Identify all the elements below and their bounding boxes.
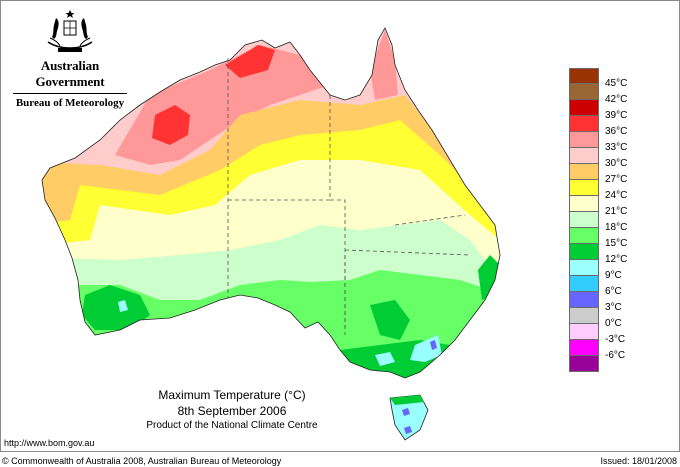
coastline xyxy=(41,27,501,379)
legend-label: 36°C xyxy=(605,126,628,137)
map-caption: Maximum Temperature (°C) 8th September 2… xyxy=(112,388,352,432)
header-divider xyxy=(13,93,127,94)
legend-label: 21°C xyxy=(605,206,628,217)
legend-label: 15°C xyxy=(605,238,628,249)
issued-date: Issued: 18/01/2008 xyxy=(600,456,677,466)
temperature-map xyxy=(41,27,501,441)
legend-label: 30°C xyxy=(605,158,628,169)
map-date: 8th September 2006 xyxy=(177,404,287,418)
tasmania xyxy=(389,394,429,441)
product-note: Product of the National Climate Centre xyxy=(146,420,318,431)
legend-swatch xyxy=(569,228,599,244)
legend-label: 42°C xyxy=(605,94,628,105)
legend-swatch xyxy=(569,324,599,340)
legend-swatch xyxy=(569,148,599,164)
legend-label: 3°C xyxy=(605,302,622,313)
legend-swatch xyxy=(569,196,599,212)
map-title: Maximum Temperature (°C) xyxy=(158,388,306,402)
coat-of-arms-icon xyxy=(47,10,93,52)
legend-label: 33°C xyxy=(605,142,628,153)
legend-label: 6°C xyxy=(605,286,622,297)
legend-label: 45°C xyxy=(605,78,628,89)
legend-label: -6°C xyxy=(605,350,626,361)
legend-label: 27°C xyxy=(605,174,628,185)
copyright-notice: © Commonwealth of Australia 2008, Austra… xyxy=(2,456,282,466)
legend-swatch xyxy=(569,84,599,100)
bom-logo: Australian Government Bureau of Meteorol… xyxy=(6,8,134,109)
legend-swatch xyxy=(569,356,599,372)
legend-label: 12°C xyxy=(605,254,628,265)
legend-swatch xyxy=(569,116,599,132)
legend-label: 39°C xyxy=(605,110,628,121)
legend-swatch xyxy=(569,260,599,276)
legend-swatch xyxy=(569,276,599,292)
legend-swatch xyxy=(569,132,599,148)
government-title: Australian Government xyxy=(35,58,105,89)
legend-swatch xyxy=(569,308,599,324)
legend-label: 9°C xyxy=(605,270,622,281)
legend-swatch xyxy=(569,100,599,116)
legend-swatch xyxy=(569,68,599,84)
legend-label: 0°C xyxy=(605,318,622,329)
legend-label: -3°C xyxy=(605,334,626,345)
legend-swatch xyxy=(569,244,599,260)
agency-title: Bureau of Meteorology xyxy=(15,97,125,109)
legend-label: 24°C xyxy=(605,190,628,201)
website-link[interactable]: http://www.bom.gov.au xyxy=(4,438,95,448)
state-borders xyxy=(227,58,471,335)
legend-swatch xyxy=(569,212,599,228)
legend-swatch xyxy=(569,292,599,308)
legend-swatch xyxy=(569,180,599,196)
legend-label: 18°C xyxy=(605,222,628,233)
legend-swatch xyxy=(569,164,599,180)
legend-swatch xyxy=(569,340,599,356)
